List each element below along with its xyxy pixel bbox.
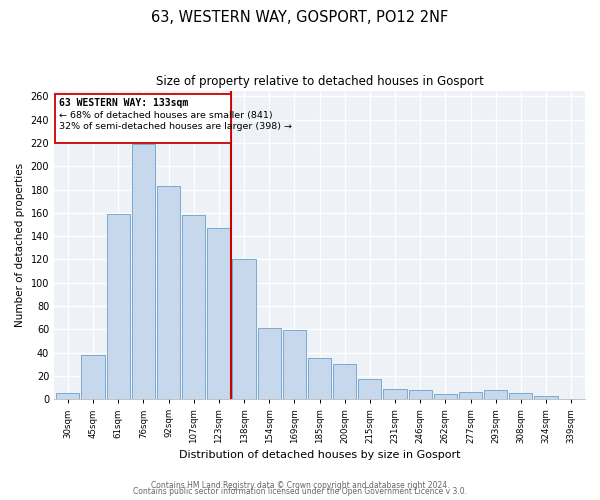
- FancyBboxPatch shape: [55, 94, 232, 143]
- Bar: [484, 390, 507, 399]
- Bar: [358, 380, 382, 399]
- Bar: [383, 388, 407, 399]
- Text: Contains HM Land Registry data © Crown copyright and database right 2024.: Contains HM Land Registry data © Crown c…: [151, 480, 449, 490]
- Text: Contains public sector information licensed under the Open Government Licence v : Contains public sector information licen…: [133, 488, 467, 496]
- Bar: [82, 355, 104, 399]
- Bar: [182, 215, 205, 399]
- Bar: [107, 214, 130, 399]
- Bar: [409, 390, 432, 399]
- Bar: [333, 364, 356, 399]
- Text: 32% of semi-detached houses are larger (398) →: 32% of semi-detached houses are larger (…: [59, 122, 292, 131]
- Bar: [459, 392, 482, 399]
- Bar: [283, 330, 306, 399]
- Y-axis label: Number of detached properties: Number of detached properties: [15, 163, 25, 327]
- Bar: [257, 328, 281, 399]
- Bar: [232, 260, 256, 399]
- Bar: [308, 358, 331, 399]
- Title: Size of property relative to detached houses in Gosport: Size of property relative to detached ho…: [155, 75, 484, 88]
- Text: 63, WESTERN WAY, GOSPORT, PO12 2NF: 63, WESTERN WAY, GOSPORT, PO12 2NF: [151, 10, 449, 25]
- Bar: [535, 396, 557, 399]
- X-axis label: Distribution of detached houses by size in Gosport: Distribution of detached houses by size …: [179, 450, 460, 460]
- Bar: [207, 228, 230, 399]
- Text: 63 WESTERN WAY: 133sqm: 63 WESTERN WAY: 133sqm: [59, 98, 188, 108]
- Bar: [56, 394, 79, 399]
- Bar: [157, 186, 180, 399]
- Bar: [434, 394, 457, 399]
- Bar: [132, 144, 155, 399]
- Bar: [509, 394, 532, 399]
- Text: ← 68% of detached houses are smaller (841): ← 68% of detached houses are smaller (84…: [59, 110, 272, 120]
